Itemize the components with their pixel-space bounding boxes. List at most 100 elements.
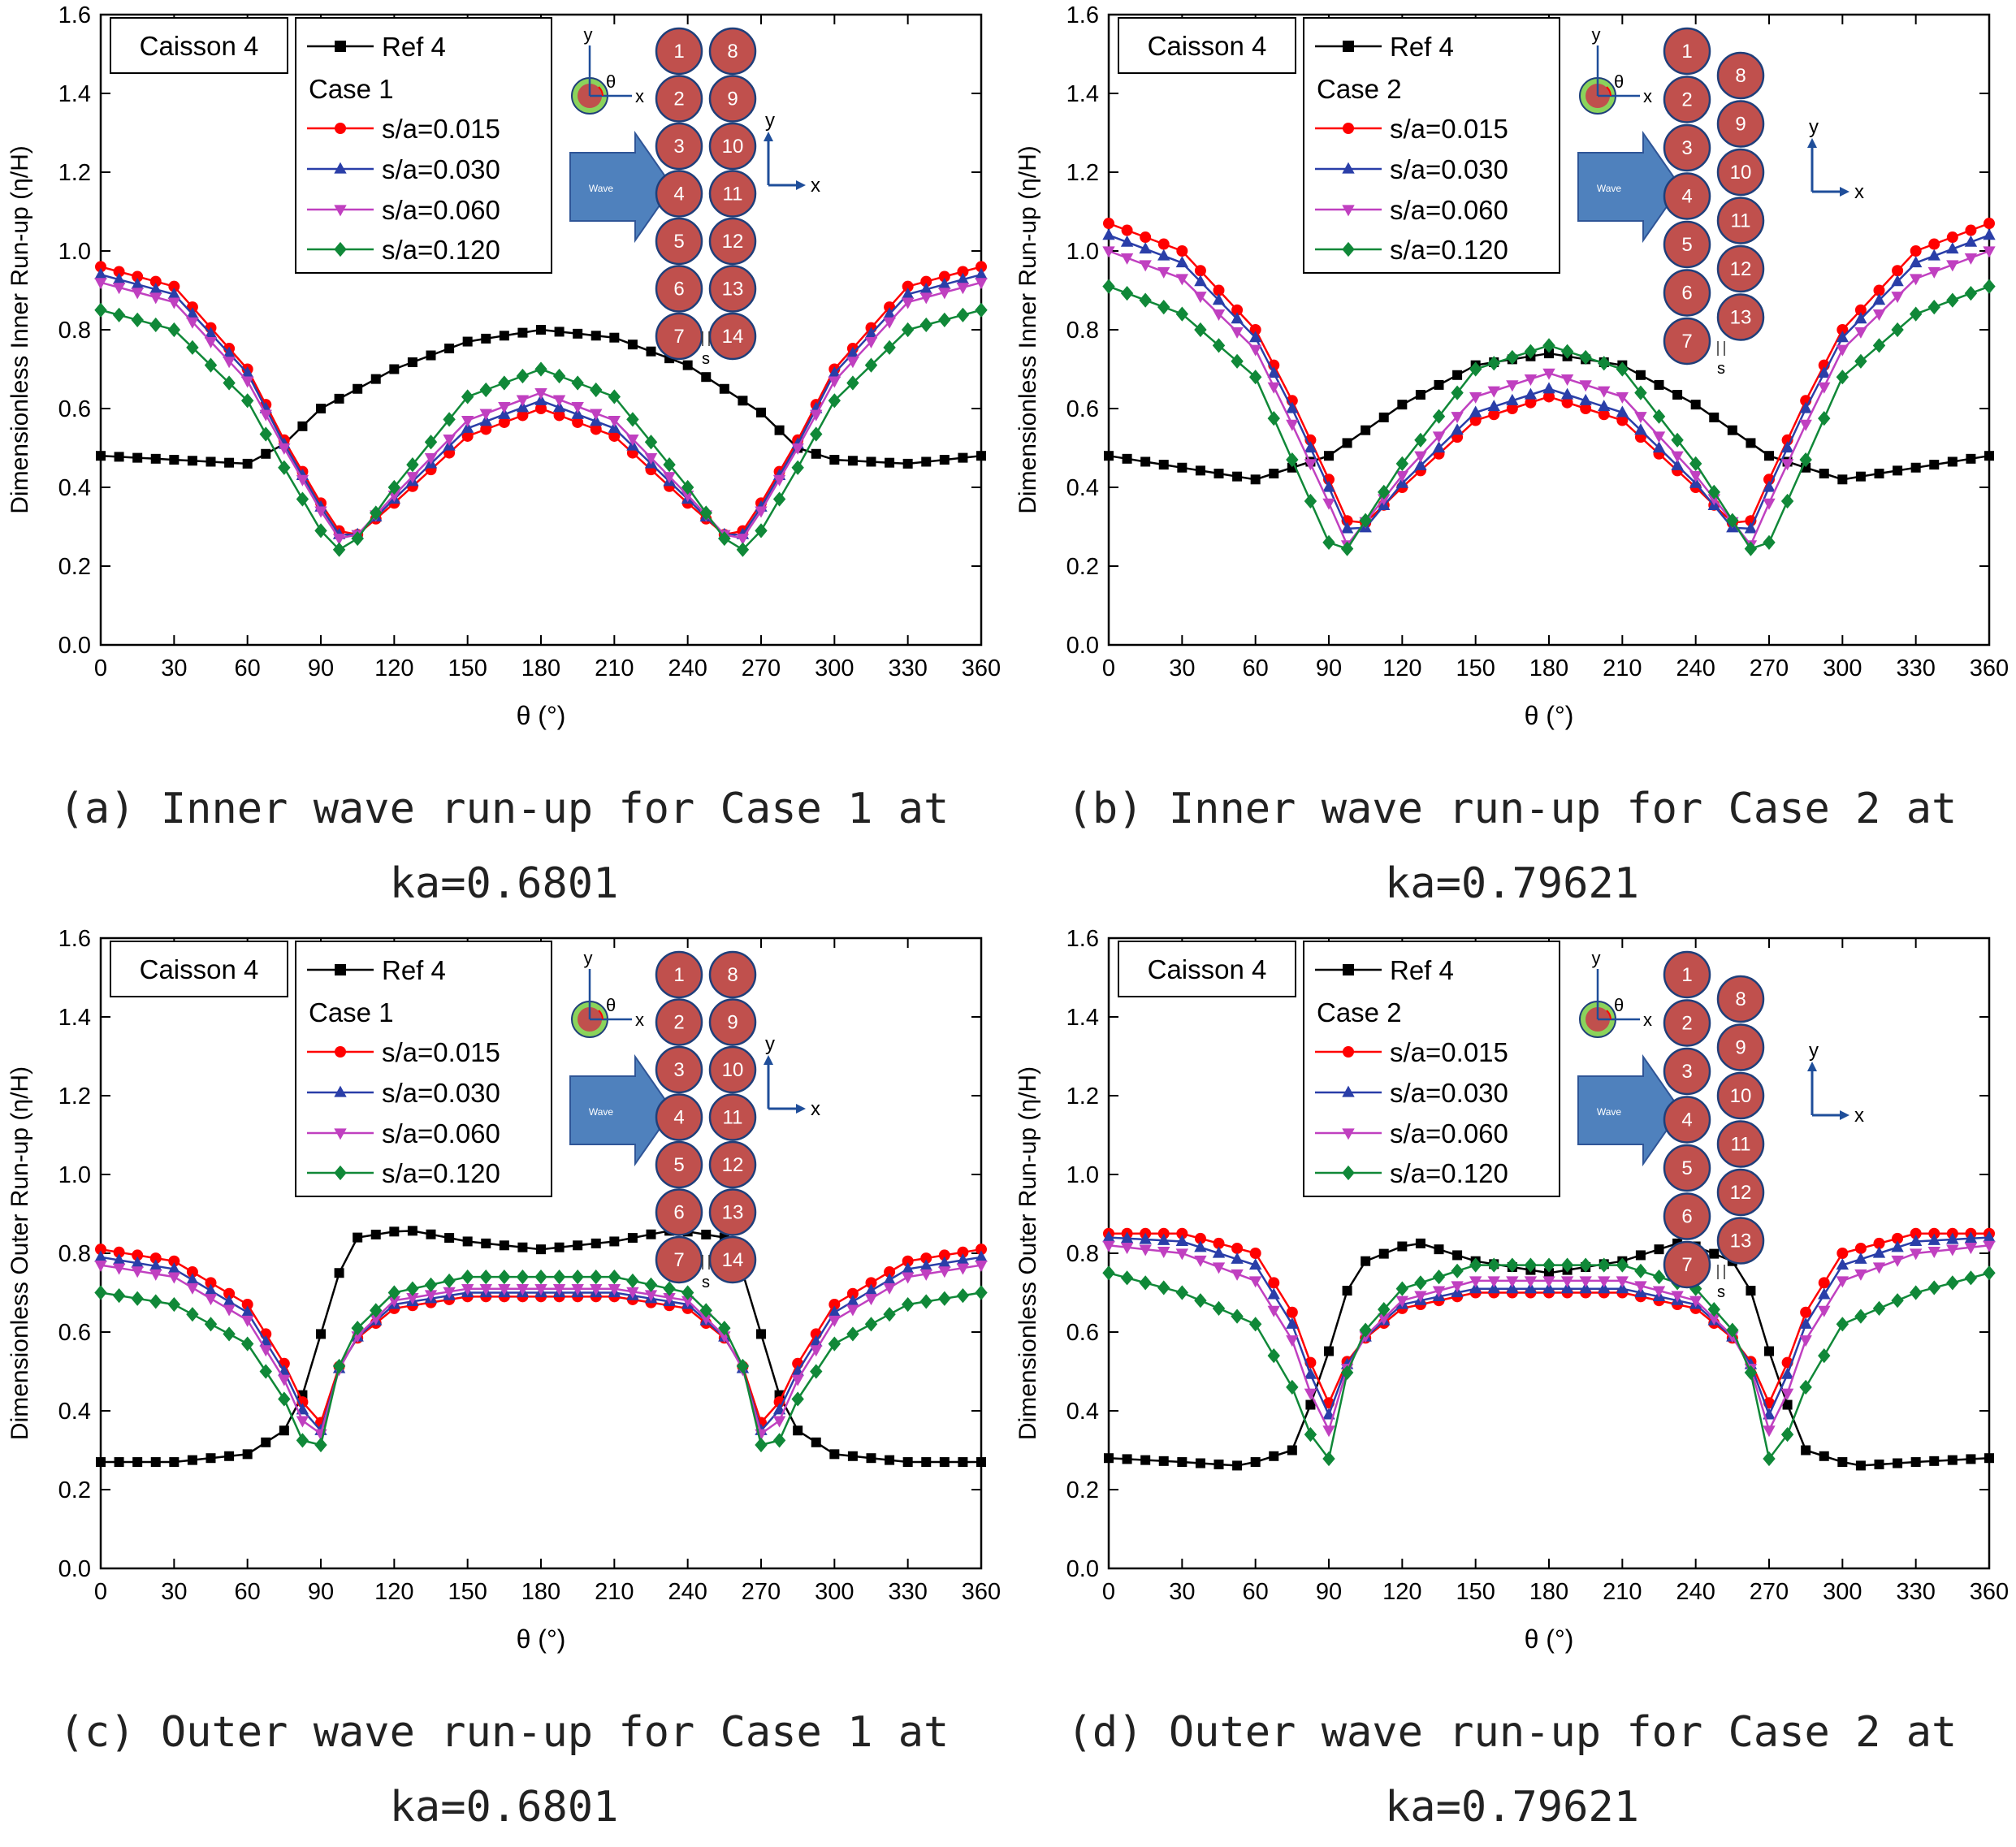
ref-point-97.5 (334, 393, 344, 404)
sa-2-point-330 (1909, 1248, 1923, 1261)
ref-point-240 (682, 360, 693, 370)
caisson-label-7: 7 (1681, 1254, 1692, 1276)
sa-0-point-165 (498, 416, 510, 428)
x-tick-label-60: 60 (1243, 655, 1269, 681)
x-tick-label-240: 240 (668, 655, 707, 681)
sa-3-point-210 (608, 389, 621, 404)
wave-arrow (569, 130, 674, 244)
sa-2-point-300 (828, 1315, 841, 1327)
sa-1-point-232.5 (1671, 458, 1684, 470)
legend-marker-0 (335, 41, 346, 52)
sa-3-point-195 (1579, 1257, 1592, 1273)
ref-point-330 (902, 1457, 913, 1468)
sa-3-point-75 (1286, 1379, 1299, 1395)
sa-0-point-0 (1103, 218, 1114, 230)
ref-point-37.5 (1195, 465, 1205, 476)
sa-2-point-52.5 (223, 357, 236, 369)
caisson-label-9: 9 (1735, 114, 1746, 136)
sa-3-point-307.5 (1854, 1308, 1867, 1324)
gap-label: s (1717, 360, 1725, 378)
sa-3-point-7.5 (112, 1288, 126, 1304)
y-tick-label-1.0: 1.0 (1066, 1162, 1099, 1188)
y-tick-label-1.6: 1.6 (1066, 2, 1099, 28)
sa-2-point-345 (938, 288, 951, 300)
sa-3-point-187.5 (552, 1270, 566, 1285)
ref-point-127.5 (1415, 1238, 1425, 1248)
sa-3-point-7.5 (1120, 1270, 1134, 1286)
sa-2-point-292.5 (1818, 382, 1831, 394)
caisson-label-9: 9 (1735, 1037, 1746, 1059)
sa-1-point-7.5 (1120, 235, 1134, 247)
sa-2-point-322.5 (883, 1283, 896, 1295)
caisson-label-13: 13 (1730, 1231, 1752, 1252)
sa-1-point-45 (1212, 1246, 1226, 1258)
caisson-11 (708, 170, 757, 218)
caisson-11 (1716, 1120, 1765, 1168)
y-axis-label: Dimensionless Outer Run-up (η/H) (6, 1066, 33, 1440)
sa-3-point-0 (94, 302, 107, 318)
sa-3-point-150 (461, 1270, 474, 1285)
sa-3-point-45 (204, 357, 218, 373)
sa-1-point-60 (240, 1305, 254, 1317)
sa-1-point-210 (1616, 405, 1629, 417)
sa-2-point-285 (791, 443, 804, 455)
sa-3-point-277.5 (772, 491, 786, 507)
sa-0-point-0 (95, 261, 106, 273)
ref-point-360 (976, 451, 986, 461)
sa-2-point-210 (608, 415, 621, 427)
global-label-x: x (811, 1098, 820, 1120)
ref-point-285 (1801, 1445, 1811, 1456)
caption-a: (a) Inner wave run-up for Case 1 at ka=0… (58, 785, 950, 908)
legend-marker-3 (334, 162, 347, 174)
sa-0-point-330 (902, 1255, 914, 1267)
sa-2-point-195 (571, 401, 584, 413)
x-tick-label-240: 240 (1676, 1579, 1715, 1605)
sa-3-point-30 (167, 1296, 181, 1313)
x-axis-label: θ (°) (517, 701, 566, 730)
caisson-6 (655, 1188, 703, 1236)
sa-2-point-82.5 (1304, 1388, 1317, 1400)
sa-1-point-30 (1175, 1235, 1189, 1247)
sa-2-point-285 (791, 1374, 804, 1386)
sa-3-point-112.5 (1378, 1302, 1391, 1317)
caption-b: (b) Inner wave run-up for Case 2 at ka=0… (1066, 785, 1958, 908)
sa-2-point-172.5 (1524, 374, 1538, 387)
sa-2-point-67.5 (259, 409, 272, 422)
caisson-4 (1663, 1096, 1711, 1144)
sa-2-series (94, 1260, 988, 1441)
ref-point-135 (426, 350, 436, 361)
sa-2-point-120 (387, 1295, 401, 1308)
sa-1-point-345 (938, 277, 951, 289)
sa-1-point-307.5 (1854, 1252, 1867, 1264)
sa-0-point-157.5 (1488, 409, 1500, 421)
sa-1-point-165 (1506, 393, 1519, 405)
ref-point-225 (1654, 1244, 1664, 1255)
sa-1-point-150 (1469, 405, 1482, 417)
sa-2-point-360 (975, 278, 988, 290)
x-tick-label-300: 300 (815, 1579, 854, 1605)
sa-1-point-7.5 (1120, 1231, 1134, 1244)
sa-2-point-45 (204, 1294, 218, 1306)
sa-2-point-337.5 (1927, 1246, 1940, 1258)
sa-2-point-165 (498, 1284, 511, 1296)
sa-3-point-180 (534, 1270, 547, 1285)
sa-2-point-135 (1432, 431, 1446, 443)
caisson-label-box (110, 941, 288, 997)
ref-point-270 (1764, 1346, 1774, 1356)
x-tick-label-60: 60 (235, 655, 261, 681)
sa-3-point-0 (1102, 1265, 1115, 1281)
sa-3-point-225 (1652, 1270, 1666, 1285)
wave-label: Wave (1597, 183, 1622, 194)
x-tick-label-30: 30 (161, 1579, 187, 1605)
sa-0-point-22.5 (1157, 1227, 1170, 1239)
caisson-9 (708, 998, 757, 1046)
ref-point-105 (353, 1232, 363, 1243)
sa-3-point-52.5 (223, 375, 236, 391)
sa-2-point-232.5 (1671, 1291, 1684, 1303)
sa-3-point-210 (608, 1270, 621, 1285)
ref-point-30 (1177, 1457, 1188, 1468)
caisson-label-8: 8 (1735, 988, 1746, 1010)
y-tick-label-0.2: 0.2 (58, 554, 91, 580)
ref-point-187.5 (554, 1242, 565, 1252)
